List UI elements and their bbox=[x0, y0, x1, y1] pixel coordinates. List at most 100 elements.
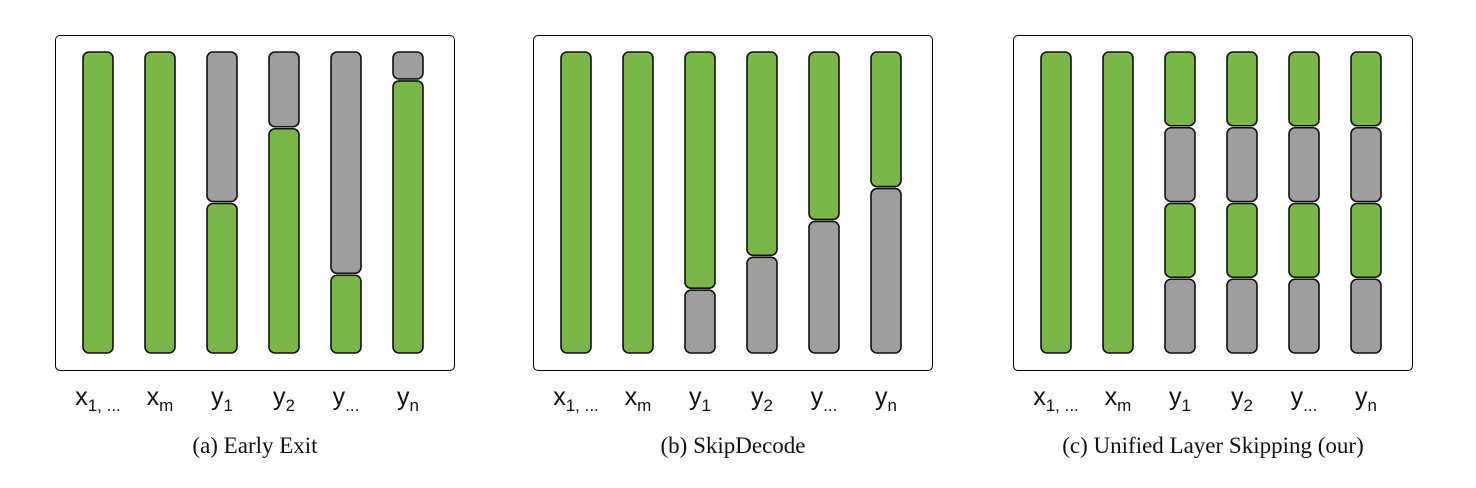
token-label: y2 bbox=[727, 383, 797, 416]
token-label-base: x bbox=[553, 383, 566, 411]
token-label: yn bbox=[851, 383, 921, 416]
active-layer-segment bbox=[870, 51, 902, 188]
skipped-layer-segment bbox=[392, 51, 424, 80]
token-label-subscript: n bbox=[1367, 396, 1377, 415]
token-label: y... bbox=[311, 383, 381, 416]
skipped-layer-segment bbox=[1288, 126, 1320, 203]
skipped-layer-segment bbox=[870, 187, 902, 354]
token-label-base: y bbox=[1355, 383, 1368, 411]
token-label-subscript: 1, ... bbox=[87, 396, 121, 415]
token-label-subscript: 1, ... bbox=[565, 396, 599, 415]
skipped-layer-segment bbox=[808, 220, 840, 354]
active-layer-segment bbox=[206, 202, 238, 354]
active-layer-segment bbox=[330, 274, 362, 354]
skipped-layer-segment bbox=[330, 51, 362, 275]
token-label-subscript: ... bbox=[345, 396, 360, 415]
token-label-base: x bbox=[624, 383, 638, 411]
skipped-layer-segment bbox=[268, 51, 300, 128]
active-layer-segment bbox=[392, 80, 424, 354]
active-layer-segment bbox=[82, 51, 114, 354]
token-label: xm bbox=[1083, 383, 1153, 416]
token-label: x1, ... bbox=[1021, 383, 1091, 416]
active-layer-segment bbox=[560, 51, 592, 354]
token-label-base: y bbox=[1231, 383, 1244, 411]
token-label: xm bbox=[603, 383, 673, 416]
token-label: x1, ... bbox=[541, 383, 611, 416]
token-label: y1 bbox=[1145, 383, 1215, 416]
token-label-base: y bbox=[875, 383, 888, 411]
token-label-subscript: 1 bbox=[701, 396, 711, 415]
panel-frame bbox=[533, 35, 933, 371]
token-label-base: x bbox=[75, 383, 88, 411]
active-layer-segment bbox=[1226, 51, 1258, 127]
token-label-base: y bbox=[273, 383, 286, 411]
active-layer-segment bbox=[1102, 51, 1134, 354]
active-layer-segment bbox=[1350, 202, 1382, 279]
token-label: y1 bbox=[665, 383, 735, 416]
token-label-subscript: 1 bbox=[1181, 396, 1191, 415]
active-layer-segment bbox=[1288, 202, 1320, 279]
token-label-base: y bbox=[810, 383, 824, 411]
skipped-layer-segment bbox=[1350, 278, 1382, 354]
panel-caption: (b) SkipDecode bbox=[660, 433, 806, 458]
token-label-subscript: n bbox=[409, 396, 419, 415]
active-layer-segment bbox=[1350, 51, 1382, 127]
token-label-subscript: n bbox=[887, 396, 897, 415]
active-layer-segment bbox=[144, 51, 176, 354]
skipped-layer-segment bbox=[1164, 278, 1196, 354]
token-label-subscript: 2 bbox=[285, 396, 295, 415]
token-label: x1, ... bbox=[63, 383, 133, 416]
token-label-subscript: m bbox=[1117, 396, 1132, 415]
token-label-base: y bbox=[689, 383, 702, 411]
token-label-base: y bbox=[1169, 383, 1182, 411]
skipped-layer-segment bbox=[1164, 126, 1196, 203]
token-label: y2 bbox=[249, 383, 319, 416]
token-label: y2 bbox=[1207, 383, 1277, 416]
token-label-subscript: m bbox=[159, 396, 174, 415]
token-label: xm bbox=[125, 383, 195, 416]
token-label-base: x bbox=[1104, 383, 1118, 411]
skipped-layer-segment bbox=[1226, 126, 1258, 203]
token-label: y... bbox=[1269, 383, 1339, 416]
token-label-base: y bbox=[1290, 383, 1304, 411]
token-label-base: x bbox=[1033, 383, 1046, 411]
token-label-subscript: 2 bbox=[763, 396, 773, 415]
active-layer-segment bbox=[1164, 202, 1196, 279]
active-layer-segment bbox=[1288, 51, 1320, 127]
active-layer-segment bbox=[684, 51, 716, 290]
token-label-subscript: ... bbox=[1303, 396, 1318, 415]
panel-frame bbox=[1013, 35, 1413, 371]
active-layer-segment bbox=[268, 127, 300, 354]
token-label-subscript: 1, ... bbox=[1045, 396, 1079, 415]
token-label-base: y bbox=[751, 383, 764, 411]
token-label-base: y bbox=[211, 383, 224, 411]
token-label-subscript: ... bbox=[823, 396, 838, 415]
token-label-base: y bbox=[397, 383, 410, 411]
active-layer-segment bbox=[622, 51, 654, 354]
panel-caption: (a) Early Exit bbox=[192, 433, 318, 458]
token-label-base: y bbox=[332, 383, 346, 411]
active-layer-segment bbox=[1164, 51, 1196, 127]
token-label-subscript: 2 bbox=[1243, 396, 1253, 415]
token-label-subscript: 1 bbox=[223, 396, 233, 415]
active-layer-segment bbox=[1226, 202, 1258, 279]
token-label-subscript: m bbox=[637, 396, 652, 415]
skipped-layer-segment bbox=[206, 51, 238, 203]
skipped-layer-segment bbox=[746, 256, 778, 354]
token-label-base: x bbox=[146, 383, 160, 411]
skipped-layer-segment bbox=[1288, 278, 1320, 354]
panel-caption: (c) Unified Layer Skipping (our) bbox=[1062, 433, 1364, 458]
active-layer-segment bbox=[808, 51, 840, 221]
panel-frame bbox=[55, 35, 455, 371]
token-label: y1 bbox=[187, 383, 257, 416]
token-label: yn bbox=[1331, 383, 1401, 416]
skipped-layer-segment bbox=[1226, 278, 1258, 354]
active-layer-segment bbox=[1040, 51, 1072, 354]
skipped-layer-segment bbox=[1350, 126, 1382, 203]
token-label: yn bbox=[373, 383, 443, 416]
active-layer-segment bbox=[746, 51, 778, 257]
token-label: y... bbox=[789, 383, 859, 416]
